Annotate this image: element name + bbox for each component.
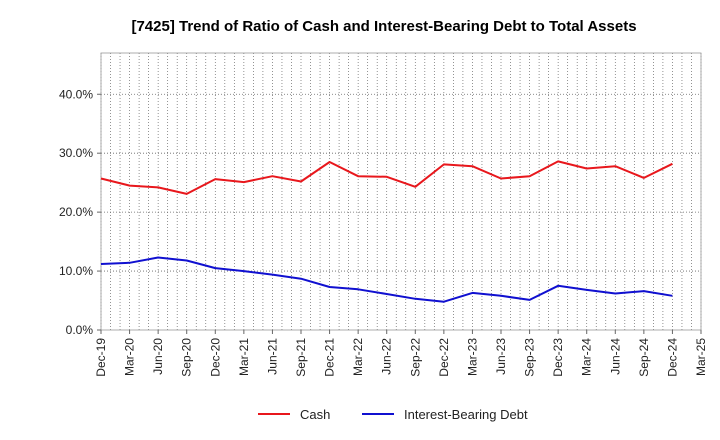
x-tick-label: Sep-24 (637, 338, 651, 377)
x-tick-label: Dec-21 (323, 338, 337, 377)
legend: Cash Interest-Bearing Debt (258, 407, 528, 422)
x-tick-label: Jun-22 (380, 338, 394, 375)
x-tick-label: Jun-23 (494, 338, 508, 375)
x-tick-label: Sep-21 (294, 338, 308, 377)
chart-title: [7425] Trend of Ratio of Cash and Intere… (131, 18, 636, 35)
y-axis: 0.0% 10.0% 20.0% 30.0% 40.0% (59, 87, 101, 337)
plot-background (101, 53, 701, 330)
y-tick-label: 30.0% (59, 146, 93, 160)
y-tick-label: 40.0% (59, 87, 93, 101)
plot-area (101, 53, 701, 330)
x-tick-label: Mar-22 (351, 338, 365, 376)
x-tick-label: Dec-24 (665, 338, 679, 377)
gridlines (100, 52, 702, 331)
x-axis: Dec-19 Mar-20 Jun-20 Sep-20 Dec-20 Mar-21 Jun-… (94, 330, 708, 377)
series-lines (100, 160, 673, 303)
x-tick-label: Mar-20 (123, 338, 137, 376)
x-tick-label: Mar-24 (580, 338, 594, 376)
series-line-cash (100, 160, 673, 195)
x-tick-label: Jun-24 (608, 338, 622, 375)
x-tick-label: Sep-20 (180, 338, 194, 377)
x-tick-label: Dec-23 (551, 338, 565, 377)
x-tick-label: Dec-22 (437, 338, 451, 377)
x-tick-label: Sep-22 (408, 338, 422, 377)
series-line-interest-bearing-debt (100, 256, 673, 303)
y-tick-label: 20.0% (59, 205, 93, 219)
plot-frame (100, 52, 702, 331)
x-tick-label: Jun-20 (151, 338, 165, 375)
legend-label: Cash (300, 407, 330, 422)
x-tick-label: Dec-19 (94, 338, 108, 377)
x-tick-label: Mar-21 (237, 338, 251, 376)
x-tick-label: Sep-23 (523, 338, 537, 377)
legend-label: Interest-Bearing Debt (404, 407, 528, 422)
x-tick-label: Mar-23 (465, 338, 479, 376)
y-tick-label: 10.0% (59, 264, 93, 278)
x-tick-label: Dec-20 (208, 338, 222, 377)
x-tick-label: Mar-25 (694, 338, 708, 376)
y-tick-label: 0.0% (66, 323, 94, 337)
x-tick-label: Jun-21 (265, 338, 279, 375)
